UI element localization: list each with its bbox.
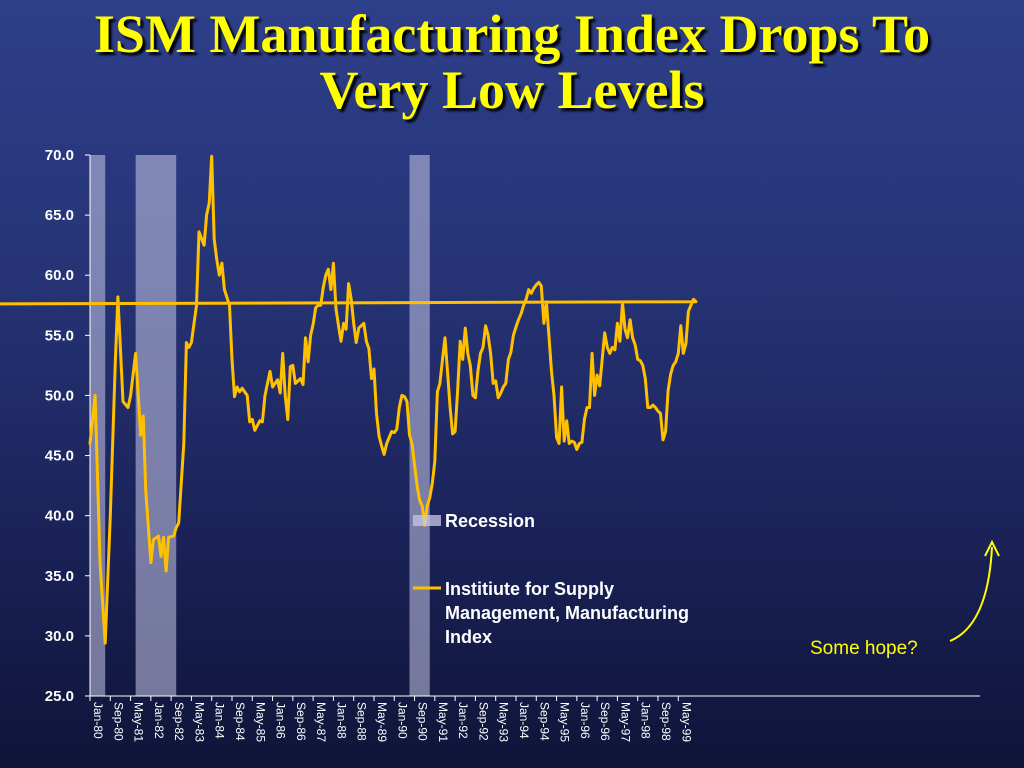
annotation: Some hope? — [810, 539, 1000, 659]
x-tick-label: Sep-94 — [537, 702, 551, 741]
x-tick-label: Jan-86 — [274, 702, 288, 739]
y-tick-label: 50.0 — [45, 387, 74, 404]
x-tick-label: May-91 — [436, 702, 450, 742]
y-ticks: 70.0 65.0 60.0 55.0 50.0 45.0 40.0 35.0 30.0 25.0 — [45, 147, 90, 705]
legend-recession-swatch — [413, 515, 441, 526]
ism-series-line — [0, 154, 698, 645]
x-tick-label: May-81 — [132, 702, 146, 742]
y-tick-label: 65.0 — [45, 207, 74, 224]
x-tick-label: Sep-96 — [598, 702, 612, 741]
x-ticks: Jan-80 Sep-80 May-81 Jan-82 Sep-82 May-83 Jan-… — [89, 696, 693, 742]
legend-ism-label-1: Institiute for Supply — [445, 579, 614, 599]
x-tick-label: Sep-90 — [416, 702, 430, 741]
legend-recession-label: Recession — [445, 511, 535, 531]
y-tick-label: 35.0 — [45, 568, 74, 585]
y-tick-label: 25.0 — [45, 688, 74, 705]
slide-title: ISM Manufacturing Index Drops To Very Lo… — [0, 6, 1024, 118]
annotation-arrow — [949, 546, 993, 642]
x-tick-label: Sep-82 — [172, 702, 186, 741]
x-tick-label: May-93 — [497, 702, 511, 742]
y-tick-label: 60.0 — [45, 267, 74, 284]
x-tick-label: Jan-98 — [639, 702, 653, 739]
x-tick-label: Sep-80 — [111, 702, 125, 741]
x-tick-label: Sep-92 — [476, 702, 490, 741]
x-tick-label: Jan-84 — [213, 702, 227, 739]
x-tick-label: May-95 — [558, 702, 572, 742]
x-tick-label: Jan-96 — [578, 702, 592, 739]
x-tick-label: Sep-86 — [294, 702, 308, 741]
legend-ism-label-3: Index — [445, 627, 492, 647]
y-tick-label: 40.0 — [45, 508, 74, 525]
slide-title-line2: Very Low Levels — [319, 60, 705, 120]
x-tick-label: Sep-98 — [659, 702, 673, 741]
y-tick-label: 30.0 — [45, 628, 74, 645]
annotation-text: Some hope? — [810, 638, 918, 659]
legend-ism-label-2: Management, Manufacturing — [445, 603, 689, 623]
slide-title-line1: ISM Manufacturing Index Drops To — [93, 4, 931, 64]
recession-band-3 — [409, 155, 430, 696]
x-tick-label: Jan-82 — [152, 702, 166, 739]
x-tick-label: May-99 — [679, 702, 693, 742]
x-tick-label: May-85 — [253, 702, 267, 742]
x-tick-label: Sep-88 — [355, 702, 369, 741]
x-tick-label: Jan-94 — [517, 702, 531, 739]
x-tick-label: May-87 — [314, 702, 328, 742]
x-tick-label: Jan-92 — [456, 702, 470, 739]
x-tick-label: Jan-88 — [334, 702, 348, 739]
axes — [89, 155, 980, 697]
y-tick-label: 45.0 — [45, 448, 74, 465]
recession-bands — [90, 155, 430, 696]
x-tick-label: May-89 — [375, 702, 389, 742]
x-tick-label: Jan-90 — [395, 702, 409, 739]
annotation-arrowhead — [984, 539, 1000, 557]
y-tick-label: 70.0 — [45, 147, 74, 164]
x-tick-label: May-97 — [618, 702, 632, 742]
x-tick-label: May-83 — [192, 702, 206, 742]
x-tick-label: Jan-80 — [91, 702, 105, 739]
y-tick-label: 55.0 — [45, 327, 74, 344]
legend: Recession Institiute for Supply Manageme… — [413, 511, 689, 647]
x-tick-label: Sep-84 — [233, 702, 247, 741]
